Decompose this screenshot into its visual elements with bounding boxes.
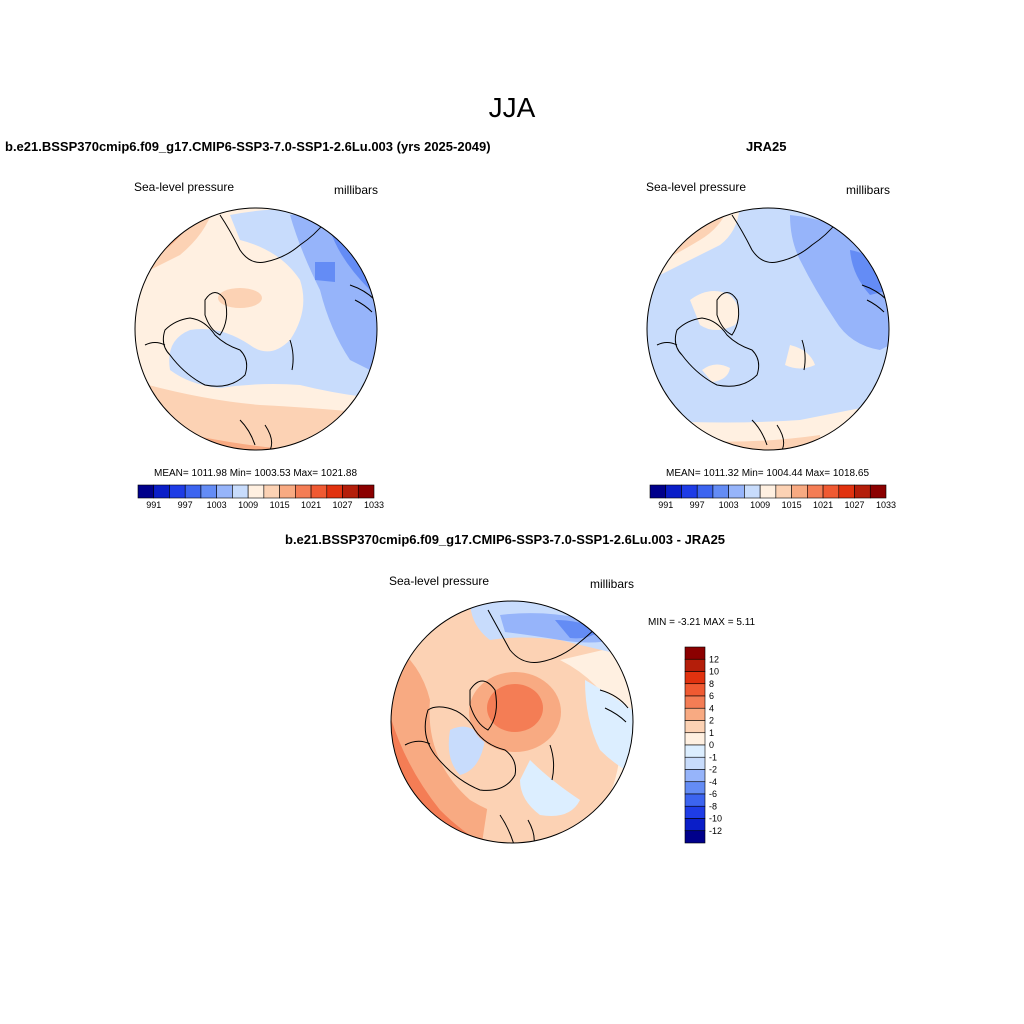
- diff-colorbar-swatch: [684, 695, 706, 709]
- diff-colorbar-swatch: [684, 818, 706, 832]
- model-polar-map: [134, 207, 378, 451]
- obs-colorbar-swatch: [712, 484, 729, 499]
- obs-colorbar-tick-label: 1009: [750, 500, 770, 510]
- diff-colorbar-tick-label: -8: [709, 801, 717, 811]
- obs-polar-map: [646, 207, 890, 451]
- model-colorbar-swatch: [326, 484, 343, 499]
- diff-colorbar-swatch: [684, 744, 706, 758]
- obs-colorbar-swatch: [681, 484, 698, 499]
- model-colorbar-swatch: [279, 484, 296, 499]
- diff-colorbar-swatch: [684, 769, 706, 783]
- model-colorbar-swatch: [295, 484, 312, 499]
- diff-colorbar-tick-label: -1: [709, 752, 717, 762]
- obs-colorbar-swatch: [791, 484, 808, 499]
- obs-panel-title: JRA25: [746, 139, 787, 154]
- diff-colorbar-tick-label: -2: [709, 765, 717, 775]
- model-colorbar-tick-label: 1003: [207, 500, 227, 510]
- diff-colorbar-tick-label: 2: [709, 716, 714, 726]
- model-panel-title: b.e21.BSSP370cmip6.f09_g17.CMIP6-SSP3-7.…: [5, 139, 491, 154]
- obs-colorbar-tick-label: 1027: [845, 500, 865, 510]
- model-colorbar-tick-label: 997: [178, 500, 193, 510]
- diff-colorbar-tick-label: 6: [709, 691, 714, 701]
- obs-colorbar-tick-label: 1033: [876, 500, 896, 510]
- diff-colorbar-swatch: [684, 756, 706, 770]
- model-units-label: millibars: [334, 183, 379, 197]
- obs-colorbar-swatch: [854, 484, 871, 499]
- diff-colorbar-swatch: [684, 793, 706, 807]
- model-variable-label: Sea-level pressure: [134, 180, 235, 194]
- model-colorbar-swatch: [169, 484, 186, 499]
- diff-colorbar-tick-label: 8: [709, 679, 714, 689]
- model-colorbar-swatch: [153, 484, 170, 499]
- obs-colorbar-swatch: [775, 484, 792, 499]
- obs-colorbar-swatch: [728, 484, 745, 499]
- diff-polar-map: [390, 600, 634, 844]
- obs-colorbar-swatch: [869, 484, 887, 499]
- model-colorbar-swatch: [247, 484, 265, 499]
- obs-colorbar-swatch: [665, 484, 682, 499]
- model-colorbar-tick-label: 1009: [238, 500, 258, 510]
- diff-colorbar-tick-label: -4: [709, 777, 717, 787]
- diff-colorbar-swatch: [684, 805, 706, 819]
- diff-colorbar-tick-label: -10: [709, 814, 722, 824]
- diff-colorbar-swatch: [684, 658, 706, 672]
- diff-variable-label: Sea-level pressure: [389, 574, 490, 588]
- obs-colorbar-tick-label: 997: [690, 500, 705, 510]
- diff-colorbar-tick-label: -6: [709, 789, 717, 799]
- obs-colorbar-swatch: [759, 484, 777, 499]
- diff-colorbar-tick-label: 1: [709, 728, 714, 738]
- diff-colorbar-swatch: [684, 720, 706, 734]
- model-colorbar-swatch: [263, 484, 280, 499]
- obs-colorbar-swatch: [822, 484, 840, 499]
- diff-colorbar-tick-label: -12: [709, 826, 722, 836]
- obs-colorbar: 991 997 1003 1009 1015 1021 1027 1033: [649, 484, 896, 510]
- model-colorbar: 991 997 1003 1009 1015 1021 1027 1033: [137, 484, 384, 510]
- model-colorbar-swatch: [200, 484, 217, 499]
- model-stats: MEAN= 1011.98 Min= 1003.53 Max= 1021.88: [154, 468, 358, 479]
- diff-colorbar-swatch: [684, 830, 706, 844]
- obs-stats: MEAN= 1011.32 Min= 1004.44 Max= 1018.65: [666, 468, 870, 479]
- diff-colorbar-swatch: [684, 646, 706, 660]
- model-colorbar-swatch: [184, 484, 202, 499]
- diff-colorbar-tick-label: 4: [709, 703, 714, 713]
- model-colorbar-tick-label: 1027: [333, 500, 353, 510]
- diff-colorbar-swatch: [684, 781, 706, 795]
- obs-colorbar-swatch: [649, 484, 667, 499]
- diff-colorbar-swatch: [684, 732, 706, 746]
- model-colorbar-tick-label: 1021: [301, 500, 321, 510]
- model-colorbar-tick-label: 1015: [270, 500, 290, 510]
- diff-colorbar-tick-label: 12: [709, 654, 719, 664]
- model-colorbar-swatch: [342, 484, 359, 499]
- diff-colorbar-swatch: [684, 683, 706, 697]
- obs-colorbar-swatch: [838, 484, 855, 499]
- obs-colorbar-tick-label: 1021: [813, 500, 833, 510]
- obs-colorbar-tick-label: 991: [658, 500, 673, 510]
- figure-title: JJA: [488, 92, 536, 123]
- obs-units-label: millibars: [846, 183, 891, 197]
- diff-colorbar-swatch: [684, 671, 706, 685]
- diff-colorbar-tick-label: 0: [709, 740, 714, 750]
- diff-stats: MIN = -3.21 MAX = 5.11: [648, 617, 756, 628]
- diff-panel-title: b.e21.BSSP370cmip6.f09_g17.CMIP6-SSP3-7.…: [285, 532, 726, 547]
- model-colorbar-swatch: [216, 484, 233, 499]
- model-colorbar-swatch: [357, 484, 375, 499]
- obs-colorbar-tick-label: 1003: [719, 500, 739, 510]
- obs-variable-label: Sea-level pressure: [646, 180, 747, 194]
- obs-colorbar-swatch: [807, 484, 824, 499]
- model-colorbar-swatch: [232, 484, 249, 499]
- model-colorbar-tick-label: 1033: [364, 500, 384, 510]
- diff-colorbar-swatch: [684, 707, 706, 721]
- model-colorbar-tick-label: 991: [146, 500, 161, 510]
- model-colorbar-swatch: [310, 484, 328, 499]
- diff-units-label: millibars: [590, 577, 635, 591]
- obs-colorbar-tick-label: 1015: [782, 500, 802, 510]
- obs-colorbar-swatch: [696, 484, 714, 499]
- model-colorbar-swatch: [137, 484, 155, 499]
- diff-colorbar-tick-label: 10: [709, 667, 719, 677]
- obs-colorbar-swatch: [744, 484, 761, 499]
